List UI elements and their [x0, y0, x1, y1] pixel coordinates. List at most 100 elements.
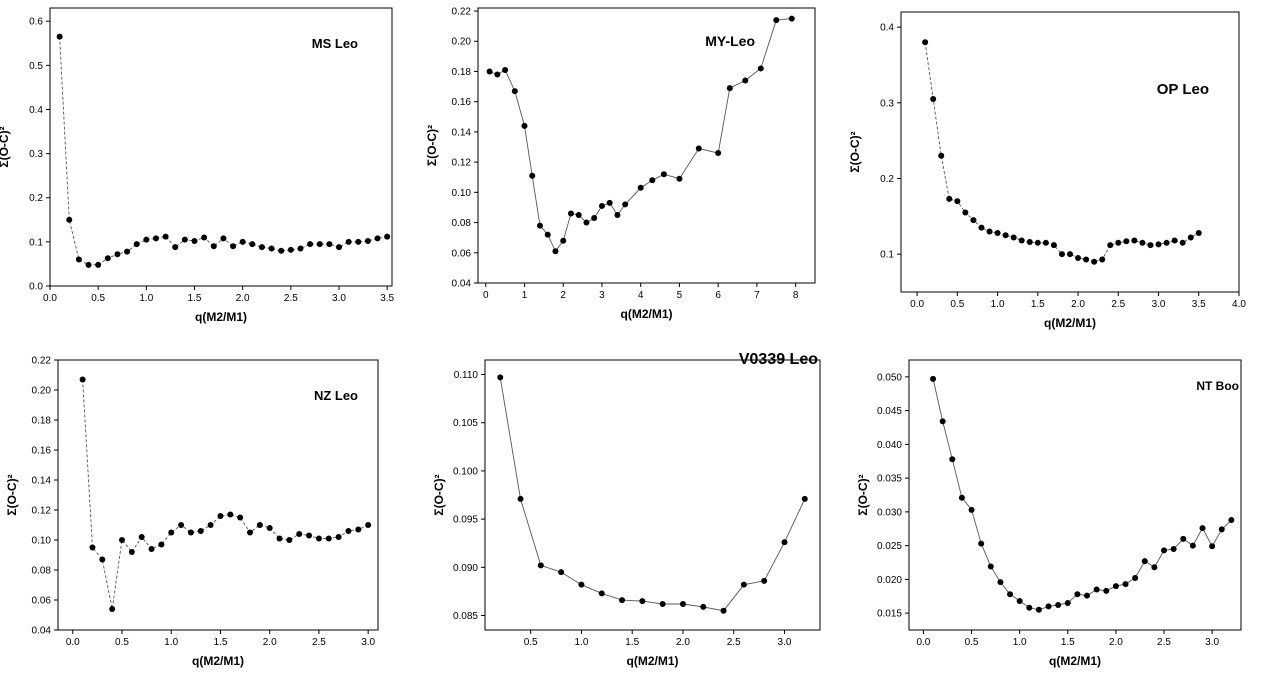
- y-tick-label: 0.16: [32, 446, 52, 457]
- x-tick-label: 0.0: [66, 637, 80, 648]
- data-point: [220, 235, 227, 242]
- data-point: [742, 77, 749, 84]
- data-point: [266, 525, 273, 531]
- data-point: [1018, 237, 1025, 244]
- data-point: [529, 172, 536, 179]
- data-point: [1093, 586, 1100, 593]
- y-tick-label: 0.3: [29, 149, 43, 160]
- y-axis-label: Σ(O-C)²: [0, 126, 11, 167]
- data-point: [133, 241, 140, 248]
- data-point: [1016, 597, 1023, 604]
- data-point: [606, 199, 613, 206]
- y-tick-label: 0.045: [877, 406, 902, 417]
- data-point: [1123, 238, 1130, 245]
- chart-title: OP Leo: [1157, 81, 1209, 98]
- data-point: [1171, 237, 1178, 244]
- series-line: [924, 42, 1200, 263]
- data-point: [296, 531, 303, 537]
- data-point: [152, 235, 159, 242]
- y-tick-label: 0.18: [32, 416, 52, 427]
- data-point: [119, 537, 125, 543]
- plot-frame: [908, 359, 1242, 631]
- data-point: [761, 577, 768, 584]
- x-tick-label: 3.0: [332, 293, 346, 304]
- data-point: [89, 544, 96, 551]
- data-point: [168, 529, 175, 536]
- data-point: [191, 237, 198, 244]
- data-point: [946, 195, 953, 202]
- x-tick-label: 1.0: [574, 637, 588, 648]
- data-point: [249, 241, 256, 248]
- y-tick-label: 0.100: [453, 466, 478, 477]
- data-point: [162, 233, 169, 240]
- data-point: [1042, 239, 1049, 246]
- data-point: [567, 210, 574, 217]
- chart-title: MY-Leo: [705, 33, 755, 49]
- x-tick-label: 1.0: [1013, 637, 1027, 648]
- data-point: [1209, 543, 1216, 550]
- y-axis-label: Σ(O-C)²: [5, 474, 19, 515]
- x-tick-label: 2.5: [1111, 299, 1125, 310]
- y-tick-label: 0.08: [452, 218, 472, 229]
- series-line: [932, 378, 1232, 611]
- data-point: [700, 603, 707, 610]
- data-point: [56, 33, 63, 40]
- x-tick-label: 3.0: [361, 637, 375, 648]
- x-tick-label: 3.5: [380, 293, 394, 304]
- x-axis-label: q(M2/M1): [192, 654, 244, 668]
- data-point: [1139, 239, 1146, 246]
- x-tick-label: 1.5: [1061, 637, 1075, 648]
- x-tick-label: 3: [599, 290, 605, 301]
- data-point: [649, 177, 656, 184]
- data-point: [355, 238, 362, 245]
- y-tick-label: 0.025: [877, 541, 902, 552]
- data-point: [138, 534, 145, 540]
- data-point: [773, 17, 780, 24]
- data-point: [583, 219, 590, 226]
- y-axis-label: Σ(O-C)²: [856, 474, 870, 515]
- data-point: [497, 374, 504, 381]
- data-point: [536, 222, 543, 229]
- x-tick-label: 3.0: [1152, 299, 1166, 310]
- data-point: [181, 236, 188, 243]
- y-tick-label: 0.095: [453, 515, 478, 526]
- data-point: [172, 244, 179, 251]
- y-axis-label: Σ(O-C)²: [848, 131, 862, 172]
- data-point: [695, 145, 702, 152]
- data-point: [1155, 241, 1162, 248]
- panel-nz-leo: 0.0 0.5 1.0 1.5 2.0 2.5 3.0 0.04 0.06 0.08 0.10 0.1…: [5, 356, 379, 668]
- x-tick-label: 2.5: [1157, 637, 1171, 648]
- y-tick-label: 0.040: [877, 440, 902, 451]
- panel-nt-boo: 0.0 0.5 1.0 1.5 2.0 2.5 3.0 0.015 0.020 0.025 0.03…: [856, 359, 1242, 668]
- plot-frame: [900, 11, 1240, 293]
- data-point: [938, 152, 945, 159]
- data-point: [1064, 600, 1071, 606]
- x-tick-label: 0.5: [115, 637, 129, 648]
- data-point: [1002, 232, 1009, 239]
- y-tick-label: 0.3: [880, 98, 894, 109]
- y-tick-label: 0.1: [880, 250, 894, 261]
- x-tick-label: 0: [483, 290, 489, 301]
- y-tick-label: 0.020: [877, 575, 902, 586]
- data-point: [1074, 591, 1081, 598]
- x-tick-label: 4: [638, 290, 644, 301]
- x-tick-label: 1: [522, 290, 528, 301]
- x-tick-label: 2.0: [263, 637, 277, 648]
- y-tick-label: 0.14: [452, 127, 472, 138]
- data-point: [517, 495, 524, 502]
- data-point: [1091, 258, 1098, 265]
- data-point: [740, 581, 747, 588]
- data-point: [1189, 542, 1196, 549]
- x-tick-label: 0.0: [916, 637, 930, 648]
- data-point: [1161, 547, 1168, 554]
- panel-v0339-leo: 0.5 1.0 1.5 2.0 2.5 3.0 0.085 0.090 0.095 0.100 0.…: [432, 351, 821, 668]
- panel-ms-leo: 0.0 0.5 1.0 1.5 2.0 2.5 3.0 3.5 0.0 0.1 0.2 0.3 0.4 0…: [0, 7, 395, 324]
- y-tick-label: 0.5: [29, 61, 43, 72]
- data-point: [1147, 242, 1154, 249]
- data-point: [552, 248, 559, 255]
- data-point: [315, 535, 322, 542]
- data-point: [230, 243, 237, 250]
- data-point: [660, 171, 667, 178]
- x-tick-label: 0.0: [43, 293, 57, 304]
- data-point: [276, 535, 283, 542]
